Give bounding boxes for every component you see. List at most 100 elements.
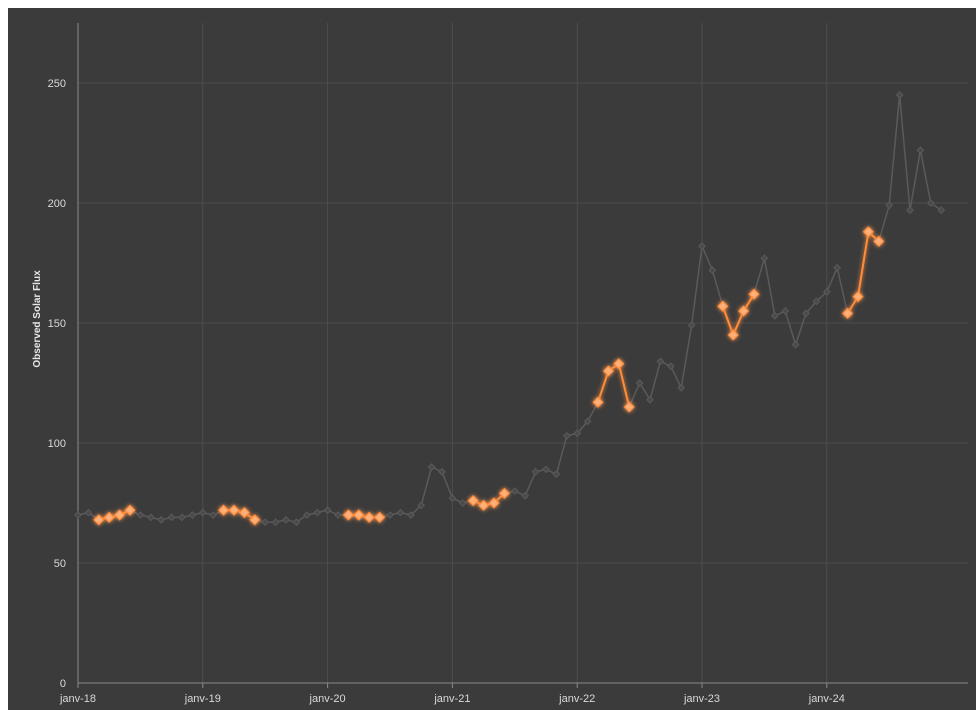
data-point [833,263,842,272]
highlight-point [228,504,240,516]
data-point [916,146,925,155]
highlight-point [852,290,864,303]
data-point [812,297,821,306]
highlight-line [223,509,256,521]
highlight-segment [467,487,511,512]
data-point [292,518,301,527]
data-point [521,491,530,500]
data-point [271,518,280,527]
data-point [791,340,800,349]
x-tick-label: janv-23 [683,693,720,705]
highlight-point [363,511,375,524]
highlight-line [472,492,506,507]
data-point [552,470,561,479]
highlighted-series [93,226,885,526]
highlight-line [98,509,131,521]
data-point [677,383,686,392]
highlight-point [249,514,261,526]
data-point [209,511,218,519]
data-point [802,309,810,318]
highlight-point [373,511,386,524]
data-point [417,501,426,510]
x-tick-label: janv-19 [184,693,221,705]
x-tick-label: janv-21 [433,693,470,705]
highlight-line [721,293,755,338]
y-tick-label: 100 [48,438,66,450]
highlight-point [717,300,729,312]
data-point [770,311,779,320]
highlight-segment [217,504,261,526]
highlight-point [238,506,251,519]
highlight-point [602,365,615,377]
highlight-line [597,362,631,408]
data-point [188,511,197,519]
solar-flux-line-chart: 0 50 100 150 200 250 janv-18 janv-19 janv-20 janv… [32,23,968,705]
gridlines [78,23,968,683]
data-point [895,91,904,99]
base-series [74,91,946,527]
highlight-point [103,511,115,524]
data-point [198,508,207,517]
data-point [510,487,519,495]
data-point [458,499,467,507]
data-point [687,321,696,330]
data-point [926,199,935,207]
data-point [313,508,322,517]
highlight-segment [93,504,136,526]
y-tick-label: 200 [48,198,66,210]
data-point [656,357,665,366]
axes: 0 50 100 150 200 250 janv-18 janv-19 janv-20 janv… [48,23,968,705]
data-point [937,206,946,215]
data-point [157,515,166,524]
x-tick-label: janv-18 [59,693,96,705]
data-point [885,201,894,210]
data-point [146,513,155,522]
highlight-point [488,497,500,509]
series-line-all-months [77,94,942,524]
data-point [781,307,790,315]
data-point [542,465,550,474]
highlight-point [737,305,750,317]
data-point [438,467,446,476]
highlight-point [873,235,885,248]
highlight-point [592,396,604,408]
highlight-point [613,358,625,370]
data-point [74,511,82,519]
data-point [396,508,405,517]
data-point [573,429,582,438]
highlight-point [93,514,105,526]
data-point [448,494,457,503]
data-point [906,206,914,215]
data-point [708,266,717,275]
highlight-point [623,401,635,413]
data-point [760,254,769,263]
highlight-point [862,226,875,238]
highlight-segment [841,226,885,320]
data-point [583,417,592,426]
y-tick-label: 50 [54,558,66,570]
highlight-segment [592,358,635,413]
data-point [334,511,342,519]
data-point [302,511,311,519]
data-point [323,506,332,515]
y-tick-label: 150 [48,318,66,330]
data-point [282,515,290,524]
x-tick-label: janv-20 [309,693,346,705]
data-point [646,395,654,404]
highlight-line [846,229,880,314]
highlight-point [498,487,511,500]
x-tick-label: janv-22 [558,693,595,705]
data-point [635,379,644,387]
data-point [427,463,436,471]
highlight-point [124,504,136,516]
data-point [386,511,394,519]
highlight-segment [717,288,760,341]
data-point [84,508,93,517]
highlight-point [748,288,760,300]
highlight-point [477,499,490,512]
highlight-point [353,509,365,521]
data-point [822,287,831,296]
highlight-point [727,329,739,341]
data-point [406,511,415,519]
chart-frame: 0 50 100 150 200 250 janv-18 janv-19 janv-20 janv… [8,8,976,710]
